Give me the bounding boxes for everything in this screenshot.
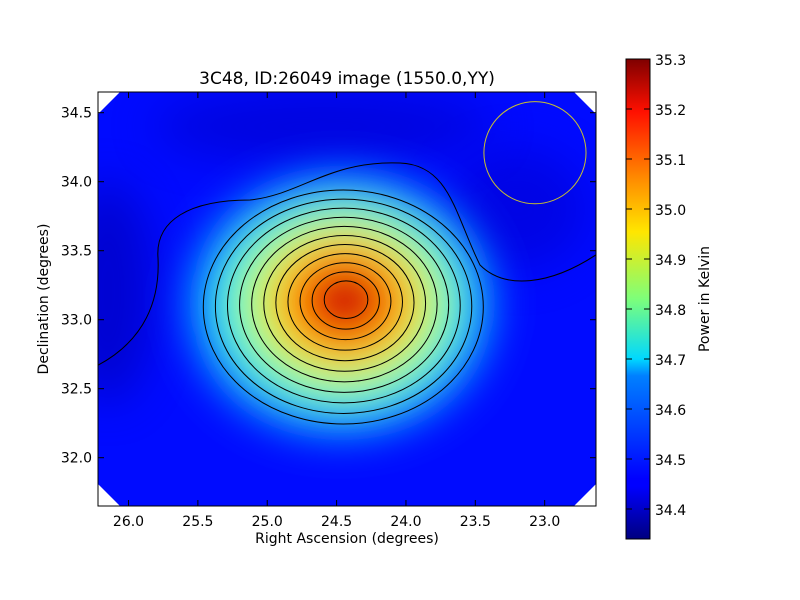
- contour-line: [323, 280, 369, 320]
- colorbar-tick-label: 34.8: [655, 303, 686, 319]
- contour-line: [214, 198, 473, 414]
- colorbar-tick-label: 35.3: [655, 53, 686, 69]
- colorbar-tick-label: 35.2: [655, 103, 686, 119]
- heatmap-low-region: [446, 149, 587, 270]
- contour-line: [263, 234, 427, 372]
- emission-layer: [332, 286, 360, 312]
- contour-line: [311, 271, 380, 330]
- colorbar: 34.4 34.5 34.6 34.7 34.8 34.9 35.0 35.1 35.2 35.3…: [625, 53, 713, 540]
- y-tick-label: 32.5: [61, 382, 92, 398]
- colorbar-tick-label: 34.7: [655, 353, 686, 369]
- colorbar-gradient: [626, 59, 650, 539]
- colorbar-label: Power in Kelvin: [697, 246, 713, 352]
- x-axis-label: Right Ascension (degrees): [255, 531, 439, 547]
- masked-corner: [98, 484, 120, 506]
- colorbar-tick-label: 34.9: [655, 253, 686, 269]
- masked-corner: [574, 92, 596, 114]
- masked-corner: [98, 92, 120, 114]
- x-tick-label: 24.0: [390, 514, 421, 530]
- contour-line: [239, 216, 450, 393]
- beam-circle: [483, 101, 587, 205]
- x-tick-label: 25.0: [252, 514, 283, 530]
- source-emission: [184, 171, 497, 439]
- contour-line: [287, 253, 403, 351]
- colorbar-tick-label: 34.5: [655, 453, 686, 469]
- y-tick-label: 33.5: [61, 244, 92, 260]
- x-tick-label: 26.0: [113, 514, 144, 530]
- chart-title-text: 3C48, ID:26049 image (1550.0,YY): [199, 69, 495, 89]
- contour-line: [299, 262, 392, 341]
- y-tick-label: 32.0: [61, 451, 92, 467]
- colorbar-ticks: 34.4 34.5 34.6 34.7 34.8 34.9 35.0 35.1 35.2 35.3: [626, 53, 686, 519]
- colorbar-tick-label: 34.4: [655, 503, 686, 519]
- x-tick-label: 24.5: [321, 514, 352, 530]
- y-axis: 32.0 32.5 33.0 33.5 34.0 34.5: [61, 106, 596, 467]
- x-tick-label: 23.0: [529, 514, 560, 530]
- contour-line: [202, 189, 484, 425]
- x-axis: 26.0 25.5 25.0 24.5 24.0 23.5 23.0: [113, 92, 560, 530]
- heatmap-low-region: [152, 92, 493, 162]
- y-axis-label: Declination (degrees): [36, 224, 52, 375]
- y-tick-label: 34.0: [61, 175, 92, 191]
- masked-corner: [574, 484, 596, 506]
- contour-lines: [98, 162, 596, 425]
- contour-line: [251, 225, 438, 383]
- contour-line: [98, 162, 596, 366]
- colorbar-tick-label: 35.0: [655, 203, 686, 219]
- chart-title: 3C48, ID:26049 image (1550.0,YY): [199, 69, 495, 89]
- y-tick-label: 34.5: [61, 106, 92, 122]
- plot-frame: [97, 91, 597, 507]
- x-tick-label: 25.5: [182, 514, 213, 530]
- contour-line: [275, 244, 415, 362]
- y-tick-label: 33.0: [61, 313, 92, 329]
- x-tick-label: 23.5: [460, 514, 491, 530]
- heatmap-low-region: [98, 182, 153, 403]
- colorbar-tick-label: 35.1: [655, 153, 686, 169]
- contour-line: [226, 207, 461, 404]
- colorbar-tick-label: 34.6: [655, 403, 686, 419]
- colorbar-frame: [625, 58, 651, 540]
- heatmap-image: [98, 92, 596, 506]
